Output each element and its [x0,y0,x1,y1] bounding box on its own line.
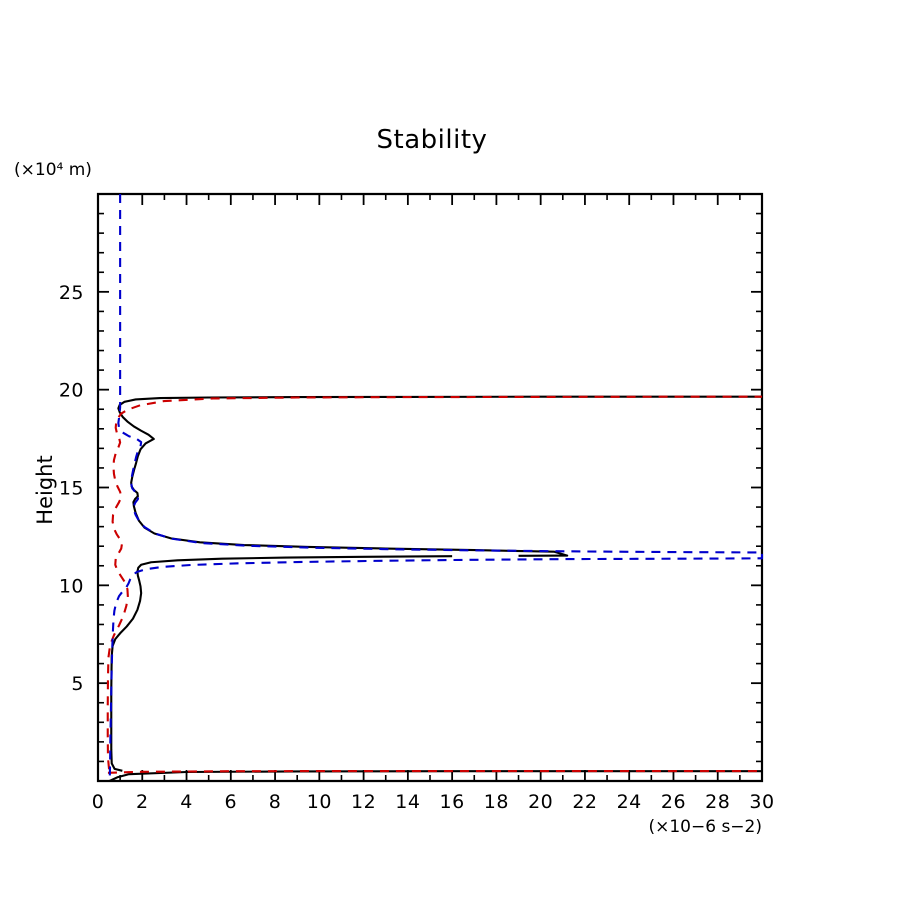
x-tick-label: 6 [225,791,238,813]
series-blue-dashed [108,194,764,781]
x-tick-label: 28 [705,791,730,813]
series-red-dashed [106,395,762,770]
x-tick-label: 16 [440,791,465,813]
x-tick-label: 20 [528,791,553,813]
x-tick-label: 2 [136,791,149,813]
x-tick-label: 8 [269,791,282,813]
y-tick-label: 15 [59,478,84,500]
x-tick-label: 24 [617,791,642,813]
y-axis-title: Height [33,455,57,524]
x-tick-label: 14 [395,791,420,813]
x-tick-label: 22 [572,791,597,813]
data-series-group [106,194,764,782]
page-title: Stability [377,125,488,155]
y-axis-unit-label: (×10⁴ m) [14,160,92,180]
x-tick-label: 0 [92,791,105,813]
y-tick-label: 20 [59,380,84,402]
y-tick-label: 25 [59,282,84,304]
y-tick-label: 5 [71,673,84,695]
x-tick-label: 30 [749,791,774,813]
series-black-solid [110,555,453,772]
y-tick-label: 10 [59,575,84,597]
x-axis-unit-label: (×10−6 s−2) [648,817,762,837]
x-tick-label: 12 [351,791,376,813]
x-tick-label: 26 [661,791,686,813]
axis-ticks [97,193,763,782]
x-tick-label: 4 [180,791,193,813]
x-tick-label: 10 [307,791,332,813]
series-red-dashed [107,769,762,774]
x-tick-label: 18 [484,791,509,813]
